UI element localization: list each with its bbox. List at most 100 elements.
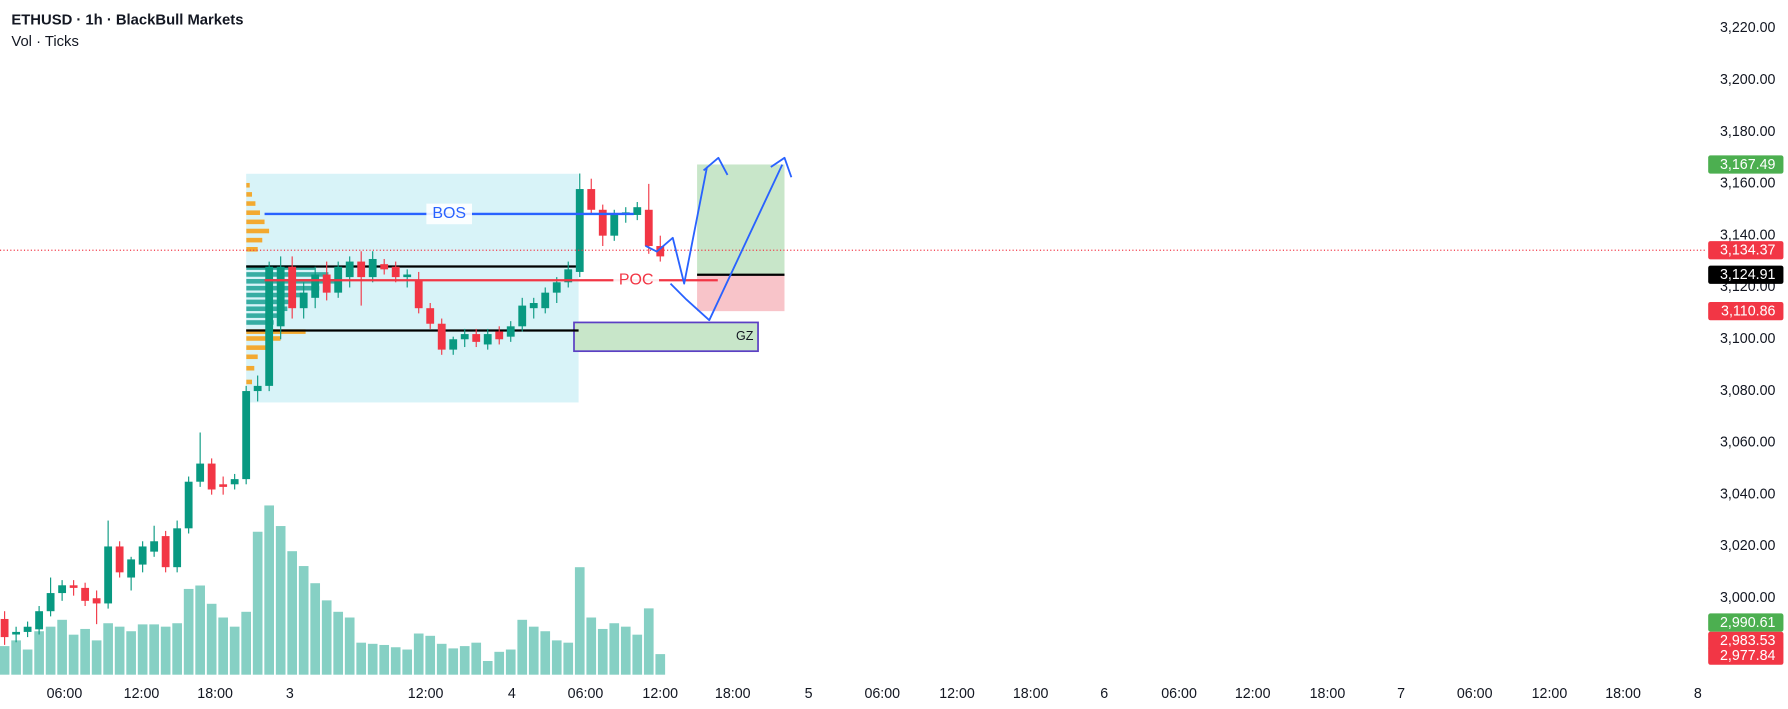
- y-tick-label: 3,180.00: [1720, 124, 1776, 140]
- candle-body: [288, 266, 297, 309]
- volume-bar: [80, 628, 90, 675]
- profile-bar: [246, 182, 250, 188]
- volume-bar: [609, 623, 620, 675]
- x-tick-label: 8: [1694, 686, 1702, 702]
- volume-bar: [287, 551, 298, 675]
- x-tick-label: 06:00: [47, 686, 83, 702]
- candle-body: [12, 631, 21, 635]
- candle-body: [230, 479, 239, 485]
- profile-bar: [246, 219, 265, 225]
- x-tick-label: 5: [805, 686, 813, 702]
- profile-bar: [246, 313, 281, 318]
- candle-body: [150, 541, 159, 552]
- volume-bar: [68, 634, 79, 675]
- volume-bar: [229, 626, 240, 675]
- x-tick-label: 18:00: [1605, 686, 1641, 702]
- price-badge: [1708, 265, 1784, 284]
- zone-label: GZ: [736, 329, 754, 343]
- volume-bar: [103, 623, 113, 675]
- chart-title: ETHUSD · 1h · BlackBull Markets: [11, 12, 243, 28]
- volume-bar: [597, 628, 608, 675]
- background-layer: [0, 173, 666, 675]
- price-badge: [1708, 646, 1784, 665]
- level-label-bg: [613, 269, 660, 291]
- candle-body: [437, 323, 446, 350]
- price-badge-label: 3,167.49: [1720, 157, 1776, 173]
- profile-bar: [246, 329, 306, 334]
- candle-body: [633, 207, 642, 215]
- x-tick-label: 18:00: [1013, 686, 1049, 702]
- volume-bar: [218, 617, 228, 675]
- candle-body: [0, 618, 9, 638]
- candle-body: [196, 463, 205, 482]
- x-tick-label: 06:00: [568, 686, 604, 702]
- volume-bar: [425, 635, 436, 675]
- volume-bar: [586, 617, 597, 675]
- volume-bar: [241, 611, 251, 675]
- y-tick-label: 3,200.00: [1720, 72, 1776, 88]
- candle-body: [403, 274, 412, 278]
- candle-body: [104, 546, 113, 604]
- volume-bar: [45, 626, 56, 675]
- candle-body: [138, 546, 147, 565]
- x-tick-label: 12:00: [408, 686, 444, 702]
- x-tick-label: 12:00: [939, 686, 975, 702]
- price-badge-label: 2,983.53: [1720, 633, 1776, 649]
- x-tick-label: 6: [1100, 686, 1108, 702]
- candle-body: [46, 593, 55, 612]
- candle-body: [368, 258, 377, 278]
- level-label-bg: [426, 203, 472, 225]
- x-tick-label: 12:00: [1532, 686, 1568, 702]
- volume-bar: [402, 649, 413, 675]
- candle-body: [115, 546, 124, 573]
- y-tick-label: 3,060.00: [1720, 435, 1776, 451]
- candle-body: [610, 214, 619, 236]
- candle-body: [322, 274, 331, 293]
- volume-bar: [379, 644, 390, 675]
- candle-body: [81, 587, 90, 601]
- volume-bar: [91, 640, 102, 675]
- candle-body: [173, 528, 182, 568]
- profile-bar: [246, 228, 270, 234]
- volume-bar: [563, 642, 574, 675]
- candle-body: [529, 303, 538, 309]
- arrow-head: [770, 156, 793, 178]
- volume-bar: [413, 633, 424, 675]
- candle-body: [391, 266, 400, 278]
- volume-bar: [126, 631, 136, 675]
- profile-bar: [246, 354, 258, 360]
- volume-bar: [195, 585, 205, 675]
- chart-subtitle: Vol · Ticks: [11, 34, 78, 50]
- position-profit: [697, 164, 785, 275]
- volume-bar: [551, 640, 562, 675]
- candle-body: [58, 585, 67, 594]
- volume-bar: [494, 651, 505, 675]
- price-badge-label: 3,134.37: [1720, 243, 1776, 259]
- volume-bar: [344, 617, 355, 675]
- volume-bar: [655, 654, 666, 675]
- candle-body: [219, 484, 228, 487]
- candle-body: [345, 261, 354, 278]
- candle-body: [426, 308, 435, 324]
- candle-body: [357, 261, 366, 278]
- candle-body: [506, 326, 515, 337]
- price-badge-label: 3,124.91: [1720, 267, 1776, 283]
- candle-body: [69, 585, 78, 588]
- volume-bar: [448, 648, 459, 675]
- price-badge: [1708, 155, 1784, 174]
- volume-bar: [471, 642, 482, 675]
- candle-body: [483, 334, 492, 345]
- price-badge: [1708, 613, 1784, 632]
- volume-bar: [459, 646, 470, 675]
- candle-body: [242, 391, 251, 480]
- candle-body: [414, 279, 423, 309]
- candle-body: [598, 209, 607, 236]
- candle-body: [587, 189, 596, 210]
- x-tick-label: 18:00: [715, 686, 751, 702]
- candle-body: [35, 611, 44, 630]
- volume-bar: [183, 588, 194, 675]
- projection-path: [645, 166, 708, 285]
- price-badge-label: 3,110.86: [1721, 303, 1775, 319]
- candle-body: [495, 331, 504, 340]
- projection-arrows: [645, 156, 793, 322]
